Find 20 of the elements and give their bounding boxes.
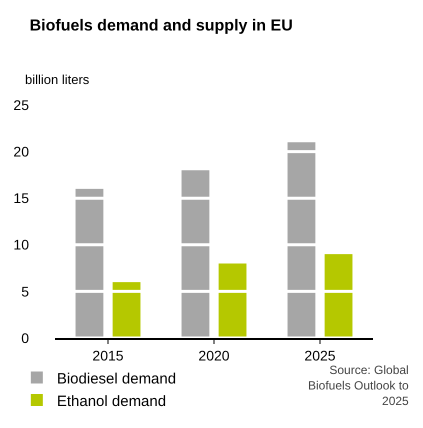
bar bbox=[324, 254, 352, 338]
legend-label: Biodiesel demand bbox=[56, 370, 176, 388]
y-tick-label: 0 bbox=[21, 330, 30, 346]
y-tick-label: 10 bbox=[13, 236, 30, 253]
y-tick-label: 5 bbox=[21, 283, 30, 300]
bar bbox=[218, 263, 246, 338]
y-tick-label: 15 bbox=[13, 190, 30, 206]
bar bbox=[112, 282, 140, 338]
source-note: Source: Global Biofuels Outlook to 2025 bbox=[308, 363, 410, 408]
bar bbox=[288, 142, 316, 338]
y-tick-label: 25 bbox=[13, 96, 30, 113]
y-tick-label: 20 bbox=[13, 144, 30, 160]
chart-title: Biofuels demand and supply in EU bbox=[30, 17, 293, 34]
bar bbox=[182, 170, 210, 338]
bar bbox=[76, 188, 104, 338]
x-tick-label: 2020 bbox=[198, 348, 230, 364]
x-tick-label: 2015 bbox=[92, 348, 124, 364]
legend-label: Ethanol demand bbox=[56, 392, 166, 410]
x-tick-label: 2025 bbox=[304, 348, 336, 364]
y-axis-title: billion liters bbox=[25, 72, 90, 87]
